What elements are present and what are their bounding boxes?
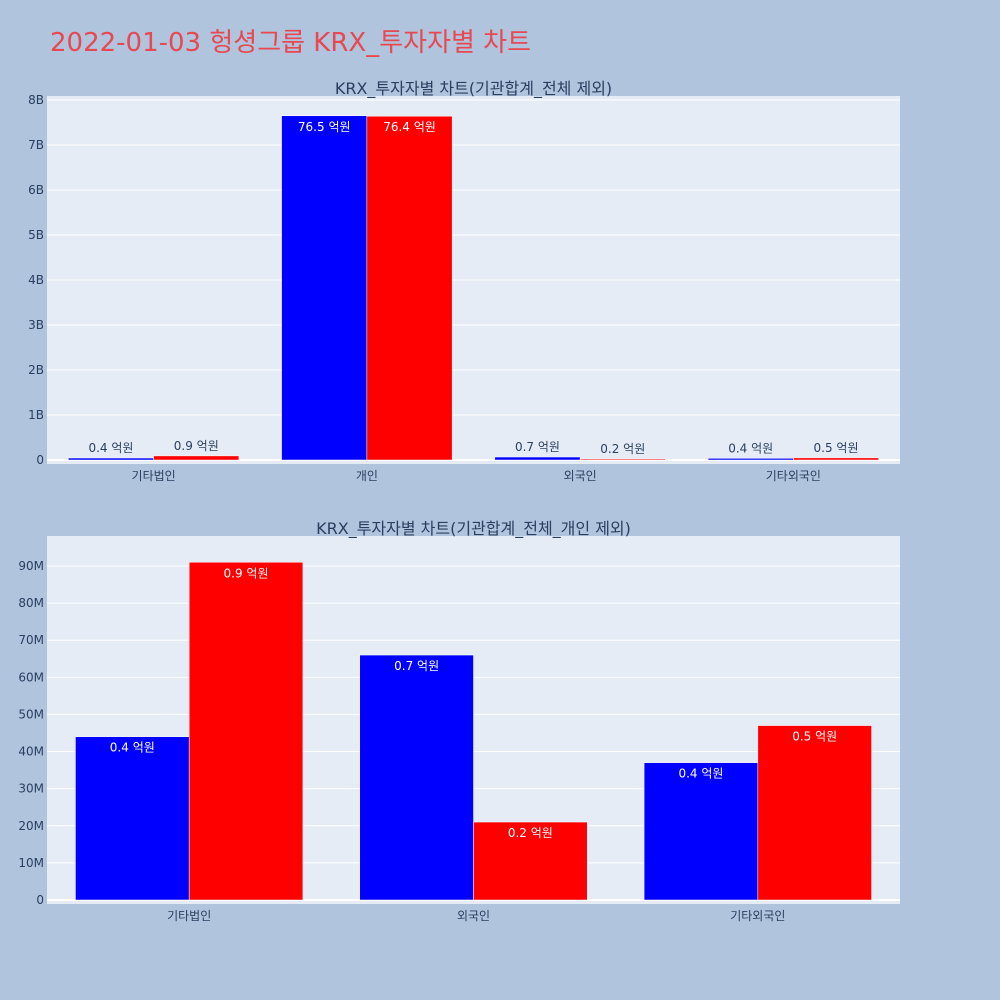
chart-1-x-tick-label: 개인 — [356, 469, 378, 483]
chart-2-data-label: 0.4 억원 — [678, 767, 723, 781]
chart-1-y-tick-label: 2B — [28, 363, 44, 377]
chart-1-x-tick-label: 기타법인 — [132, 469, 176, 483]
chart-1-y-tick-label: 7B — [28, 138, 44, 152]
chart-2-data-label: 0.2 억원 — [508, 826, 553, 840]
chart-1-title: KRX_투자자별 차트(기관합계_전체 제외) — [335, 79, 612, 99]
chart-1-y-tick-label: 4B — [28, 273, 44, 287]
page-title: 2022-01-03 헝셩그룹 KRX_투자자별 차트 — [50, 28, 532, 58]
chart-2-x-tick-label: 기타외국인 — [730, 909, 785, 923]
chart-2-bar — [75, 736, 190, 901]
chart-1-bar — [579, 458, 666, 461]
chart-2-data-label: 0.4 억원 — [110, 741, 155, 755]
chart-1-data-label: 0.2 억원 — [600, 442, 645, 456]
chart-1-y-tick-label: 5B — [28, 228, 44, 242]
chart-1-bar — [793, 457, 879, 461]
chart-2-x-tick-label: 외국인 — [457, 909, 490, 923]
chart-1-data-label: 76.5 억원 — [298, 120, 351, 134]
chart-2-y-tick-label: 40M — [18, 745, 44, 759]
chart-1-y-tick-label: 6B — [28, 183, 44, 197]
chart-2-bar — [757, 725, 872, 901]
chart-1-data-label: 0.4 억원 — [88, 441, 133, 455]
chart-1-bar — [153, 455, 240, 461]
chart-2-y-tick-label: 0 — [36, 893, 44, 907]
chart-2-y-tick-label: 30M — [18, 782, 44, 796]
chart-2-x-tick-label: 기타법인 — [167, 909, 211, 923]
chart-1-bar — [494, 456, 581, 461]
chart-2-bar — [359, 654, 474, 901]
chart-2-y-tick-label: 20M — [18, 819, 44, 833]
chart-1-data-label: 0.9 억원 — [174, 439, 219, 453]
chart-1-x-tick-label: 외국인 — [564, 469, 597, 483]
chart-2-data-label: 0.5 억원 — [792, 730, 837, 744]
chart-1-bar — [366, 115, 453, 461]
chart-1-y-tick-label: 1B — [28, 408, 44, 422]
chart-1-data-label: 0.5 억원 — [814, 441, 859, 455]
chart-1-bar — [281, 115, 368, 461]
chart-2-bar — [188, 562, 304, 901]
chart-1-y-tick-label: 8B — [28, 93, 44, 107]
chart-2-bar — [643, 762, 759, 901]
chart-2-data-label: 0.9 억원 — [224, 566, 269, 580]
chart-1-bar — [68, 457, 154, 461]
chart-2-y-tick-label: 90M — [18, 559, 44, 573]
chart-bottom: 0 10M 20M 30M 40M 50M 60M 70M 80M 90M KRX_투자자별 차트(… — [18, 519, 900, 923]
chart-1-x-tick-label: 기타외국인 — [766, 469, 821, 483]
chart-2-y-tick-label: 80M — [18, 596, 44, 610]
chart-1-bar — [707, 458, 794, 461]
chart-2-y-tick-label: 50M — [18, 707, 44, 721]
chart-2-bar — [473, 821, 588, 901]
chart-2-y-tick-label: 10M — [18, 856, 44, 870]
chart-1-y-tick-label: 0 — [36, 453, 44, 467]
chart-2-data-label: 0.7 억원 — [394, 659, 439, 673]
chart-1-data-label: 76.4 억원 — [383, 120, 436, 134]
chart-top: 0 1B 2B 3B 4B 5B 6B 7B 8B KRX_투자자별 차트(기관합계_전체 제외)… — [28, 79, 900, 483]
chart-1-data-label: 0.4 억원 — [728, 441, 773, 455]
chart-2-title: KRX_투자자별 차트(기관합계_전체_개인 제외) — [316, 519, 631, 539]
chart-1-data-label: 0.7 억원 — [515, 440, 560, 454]
chart-1-y-tick-label: 3B — [28, 318, 44, 332]
chart-2-y-tick-label: 60M — [18, 670, 44, 684]
chart-2-y-tick-label: 70M — [18, 633, 44, 647]
